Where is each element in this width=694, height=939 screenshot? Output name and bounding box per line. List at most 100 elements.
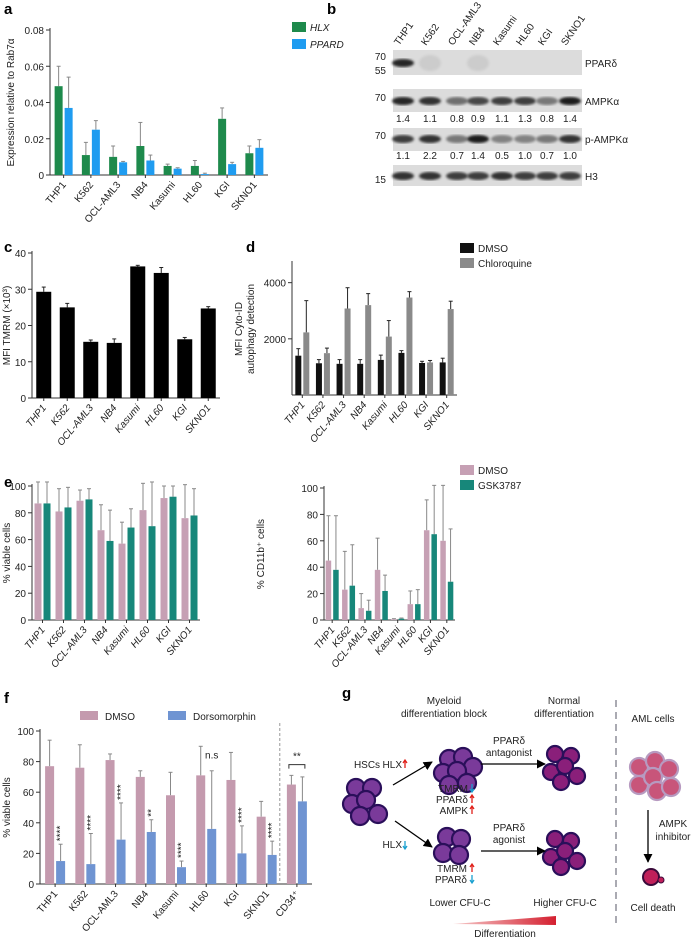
up-arrow-icon <box>469 862 475 872</box>
bar-dorsomorphin <box>207 828 217 884</box>
bar-gsk3787 <box>169 496 177 620</box>
bar-dorsomorphin <box>86 864 96 884</box>
treatment-label: inhibitor <box>655 832 691 843</box>
bar-dmso <box>55 511 63 620</box>
bar-ppard <box>228 164 237 175</box>
blot-band <box>419 55 441 71</box>
bar-gsk3787 <box>43 503 51 620</box>
bar-dmso <box>357 363 364 395</box>
cfu-label: Higher CFU-C <box>533 898 596 909</box>
mw-marker: 15 <box>375 175 387 186</box>
quantification-value: 1.4 <box>396 114 410 125</box>
bar-ppard <box>173 168 182 175</box>
y-tick-label: 30 <box>15 285 27 296</box>
bar-dmso <box>336 363 343 395</box>
x-tick-label: HL60 <box>143 403 167 429</box>
blocked-cell-cluster <box>432 746 484 796</box>
bar-mfi tmrm <box>106 342 122 398</box>
treatment-label: PPARδ <box>493 823 525 834</box>
bar-gsk3787 <box>64 507 72 620</box>
y-tick-label: 0 <box>20 616 26 627</box>
bar-mfi tmrm <box>200 308 216 398</box>
treatment-label: PPARδ <box>493 736 525 747</box>
marker-label: PPARδ <box>435 875 467 886</box>
quantification-value: 0.9 <box>471 114 485 125</box>
y-tick-label: 100 <box>17 727 34 738</box>
bar-gsk3787 <box>398 618 405 620</box>
x-tick-label: SKNO1 <box>183 403 213 436</box>
x-tick-label: THP1 <box>44 180 69 207</box>
bar-dmso <box>419 362 426 395</box>
bar-dmso <box>295 355 302 395</box>
y-tick-label: 40 <box>15 249 27 260</box>
bar-mfi tmrm <box>36 291 52 398</box>
x-tick-label: KGI <box>171 403 191 423</box>
x-tick-label: THP1 <box>24 403 49 430</box>
blot-band <box>446 135 468 143</box>
blot-band <box>446 172 468 180</box>
y-axis-label: % CD11b⁺ cells <box>256 519 267 589</box>
bar-chloroquine <box>323 353 330 395</box>
bar-dmso <box>139 510 147 620</box>
panel-label-a: a <box>4 1 13 18</box>
down-arrow-icon <box>402 841 408 851</box>
bar-hlx <box>245 153 254 175</box>
blot-row-label: PPARδ <box>585 59 617 70</box>
bar-dmso <box>407 604 414 620</box>
bar-dmso <box>166 795 175 884</box>
x-tick-label: SKNO1 <box>229 180 259 213</box>
legend-swatch <box>460 258 474 268</box>
bar-dorsomorphin <box>116 839 126 884</box>
significance-label: **** <box>116 784 127 800</box>
bar-hlx <box>190 165 199 175</box>
down-arrow-icon <box>469 875 475 885</box>
legend-label: DMSO <box>105 712 135 723</box>
bar-ppard <box>200 174 209 175</box>
chart-f: 020406080100THP1****K562****OCL-AML3****… <box>2 711 312 934</box>
bar-hlx <box>81 155 90 175</box>
blot-band <box>392 172 414 180</box>
column-heading: differentiation <box>534 709 594 720</box>
significance-label: ** <box>293 752 301 763</box>
x-tick-label: K562 <box>73 180 97 205</box>
significance-bracket <box>288 764 306 769</box>
y-tick-label: 4000 <box>264 279 287 290</box>
bar-dorsomorphin <box>56 861 66 884</box>
bar-dmso <box>196 775 206 884</box>
legend-label: Dorsomorphin <box>193 712 256 723</box>
x-tick-label: THP1 <box>36 889 61 916</box>
quantification-value: 1.1 <box>396 151 410 162</box>
x-tick-label: NB4 <box>99 403 120 425</box>
gradient-label: Differentiation <box>474 929 536 939</box>
mw-marker: 70 <box>375 52 387 63</box>
y-tick-label: 20 <box>15 589 27 600</box>
blot-band <box>536 135 558 143</box>
legend-label: HLX <box>310 23 330 34</box>
bar-dmso <box>45 766 55 884</box>
y-tick-label: 0 <box>38 171 44 182</box>
chart-e-right: 020406080100THP1K562OCL-AML3NB4KasumiHL6… <box>256 465 522 670</box>
bar-dorsomorphin <box>177 867 186 884</box>
blot-row-label: AMPKα <box>585 97 619 108</box>
lane-label: THP1 <box>392 20 416 48</box>
significance-label: **** <box>86 815 97 831</box>
lane-label: NB4 <box>467 25 487 48</box>
x-tick-label: K562 <box>67 889 91 914</box>
blot-band <box>419 172 441 180</box>
bar-hlx <box>218 118 227 175</box>
bar-mfi tmrm <box>153 272 169 398</box>
outcome-label: Cell death <box>630 903 675 914</box>
blot-row-label: p-AMPKα <box>585 135 628 146</box>
x-tick-label: NB4 <box>130 180 151 202</box>
x-tick-label: SKNO1 <box>242 889 272 922</box>
blot-band <box>392 135 414 143</box>
bar-dmso <box>377 359 384 395</box>
bar-dmso <box>160 498 168 620</box>
blot-band <box>491 97 513 105</box>
apoptotic-body-icon <box>657 876 665 884</box>
arrow-hsc-to-low-hlx <box>394 820 433 848</box>
bar-gsk3787 <box>365 610 372 620</box>
y-tick-label: 100 <box>9 482 26 493</box>
